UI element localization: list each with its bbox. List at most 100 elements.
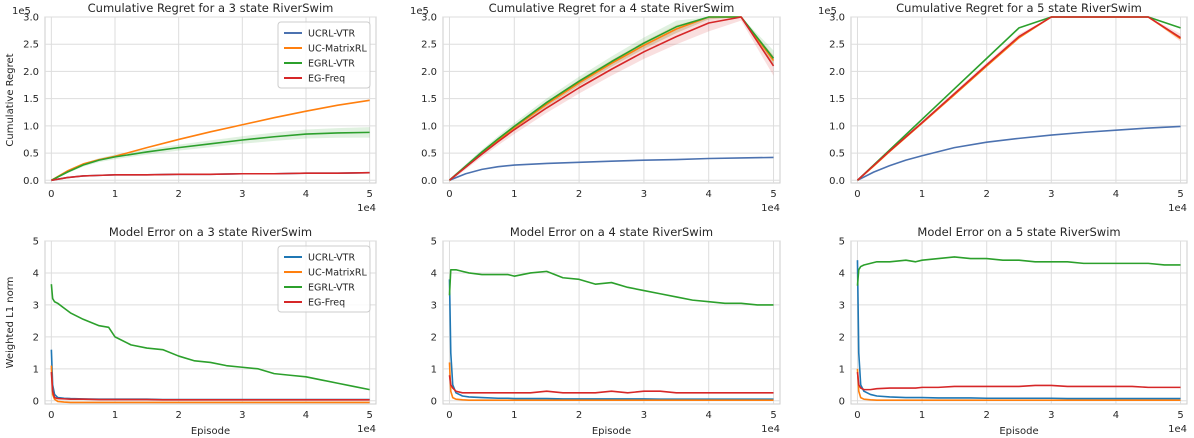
y-tick-label: 4 bbox=[33, 268, 39, 279]
y-multiplier: 1e5 bbox=[410, 6, 429, 17]
y-tick-label: 2 bbox=[431, 332, 437, 343]
legend-label: EGRL-VTR bbox=[308, 59, 355, 70]
x-multiplier: 1e4 bbox=[1168, 424, 1187, 435]
y-axis-label: Cumulative Regret bbox=[5, 53, 16, 146]
x-tick-label: 4 bbox=[1113, 189, 1119, 200]
legend-label: UC-MatrixRL bbox=[308, 44, 368, 55]
y-tick-label: 0 bbox=[839, 396, 845, 407]
subplot-3: 0 1 2 3 4 5 0.0 0.5 1.0 1.5 2.0 2.5 3.0 1e4 1e5 Cumulat… bbox=[818, 1, 1188, 214]
series-line-3 bbox=[448, 268, 774, 306]
x-tick-label: 1 bbox=[511, 410, 517, 421]
series-line-3 bbox=[448, 16, 775, 181]
x-tick-label: 3 bbox=[641, 189, 647, 200]
chart-title: Cumulative Regret for a 5 state RiverSwi… bbox=[896, 1, 1142, 15]
series-line-4 bbox=[856, 16, 1181, 181]
subplot-5: 0 1 2 3 4 5 0 1 2 3 4 5 1e4 Model Error on a 4 state … bbox=[431, 225, 781, 437]
x-tick-label: 2 bbox=[984, 189, 990, 200]
x-tick-label: 5 bbox=[770, 189, 776, 200]
subplot-1: 0 1 2 3 4 5 0.0 0.5 1.0 1.5 2.0 2.5 3.0 1e4 1e5 Cumulat… bbox=[5, 1, 377, 214]
series-line-3 bbox=[51, 131, 370, 181]
x-tick-label: 1 bbox=[919, 410, 925, 421]
x-axis-label: Episode bbox=[592, 426, 631, 437]
x-tick-label: 2 bbox=[576, 410, 582, 421]
chart-title: Model Error on a 3 state RiverSwim bbox=[109, 225, 312, 239]
x-tick-label: 5 bbox=[770, 410, 776, 421]
y-axis-label: Weighted L1 norm bbox=[5, 277, 16, 369]
y-tick-label: 1.0 bbox=[829, 121, 845, 132]
y-tick-label: 3.0 bbox=[829, 13, 845, 24]
chart-title: Model Error on a 4 state RiverSwim bbox=[510, 225, 713, 239]
y-multiplier: 1e5 bbox=[12, 6, 31, 17]
x-multiplier: 1e4 bbox=[761, 424, 780, 435]
x-tick-label: 3 bbox=[1048, 410, 1054, 421]
x-tick-label: 4 bbox=[706, 189, 712, 200]
series-line-4 bbox=[448, 16, 775, 181]
y-tick-label: 1.5 bbox=[23, 94, 39, 105]
y-tick-label: 1 bbox=[33, 364, 39, 375]
y-tick-label: 0.5 bbox=[829, 149, 845, 160]
x-tick-label: 3 bbox=[239, 410, 245, 421]
plot-frame bbox=[442, 240, 781, 405]
x-tick-label: 2 bbox=[576, 189, 582, 200]
series-line-1 bbox=[857, 125, 1181, 181]
x-tick-label: 5 bbox=[1177, 189, 1183, 200]
y-tick-label: 1 bbox=[431, 364, 437, 375]
legend-label: UC-MatrixRL bbox=[308, 268, 368, 279]
legend-label: UCRL-VTR bbox=[308, 253, 355, 264]
series-line-1 bbox=[449, 156, 774, 182]
y-tick-label: 2.0 bbox=[421, 67, 437, 78]
plot-frame bbox=[850, 240, 1188, 405]
x-tick-label: 0 bbox=[48, 410, 54, 421]
legend-label: EG-Freq bbox=[308, 298, 345, 309]
y-tick-label: 5 bbox=[839, 237, 845, 248]
y-tick-label: 2.5 bbox=[829, 40, 845, 51]
x-tick-label: 0 bbox=[446, 410, 452, 421]
y-tick-label: 5 bbox=[431, 237, 437, 248]
x-tick-label: 0 bbox=[854, 189, 860, 200]
y-tick-label: 0.5 bbox=[421, 149, 437, 160]
y-tick-label: 1.5 bbox=[421, 94, 437, 105]
y-tick-label: 3.0 bbox=[421, 13, 437, 24]
y-tick-label: 2.5 bbox=[421, 40, 437, 51]
y-tick-label: 2 bbox=[839, 332, 845, 343]
y-tick-label: 3 bbox=[33, 300, 39, 311]
y-tick-label: 2.0 bbox=[23, 67, 39, 78]
y-tick-label: 0.0 bbox=[829, 176, 845, 187]
x-tick-label: 5 bbox=[366, 410, 372, 421]
x-tick-label: 1 bbox=[112, 410, 118, 421]
series-line-1 bbox=[856, 260, 1181, 400]
x-multiplier: 1e4 bbox=[1168, 203, 1187, 214]
series-line-2 bbox=[50, 99, 370, 181]
series-line-4 bbox=[448, 375, 774, 394]
series-line-3 bbox=[856, 256, 1181, 286]
legend-label: UCRL-VTR bbox=[308, 29, 355, 40]
y-tick-label: 1.0 bbox=[421, 121, 437, 132]
x-tick-label: 1 bbox=[511, 189, 517, 200]
x-tick-label: 0 bbox=[446, 189, 452, 200]
series-line-1 bbox=[448, 279, 774, 401]
x-tick-label: 4 bbox=[1113, 410, 1119, 421]
x-multiplier: 1e4 bbox=[761, 203, 780, 214]
x-tick-label: 3 bbox=[1048, 189, 1054, 200]
x-tick-label: 2 bbox=[175, 410, 181, 421]
legend-label: EG-Freq bbox=[308, 74, 345, 85]
x-axis-label: Episode bbox=[191, 426, 230, 437]
series-line-4 bbox=[51, 171, 370, 182]
legend: UCRL-VTR UC-MatrixRL EGRL-VTR EG-Freq bbox=[277, 245, 371, 313]
chart-title: Cumulative Regret for a 4 state RiverSwi… bbox=[489, 1, 735, 15]
y-tick-label: 2.0 bbox=[829, 67, 845, 78]
x-tick-label: 2 bbox=[175, 189, 181, 200]
y-multiplier: 1e5 bbox=[818, 6, 837, 17]
x-tick-label: 1 bbox=[919, 189, 925, 200]
y-tick-label: 1 bbox=[839, 364, 845, 375]
y-tick-label: 0.0 bbox=[421, 176, 437, 187]
chart-title: Model Error on a 5 state RiverSwim bbox=[917, 225, 1120, 239]
x-tick-label: 1 bbox=[112, 189, 118, 200]
series-line-2 bbox=[448, 362, 774, 401]
plot-frame bbox=[850, 16, 1188, 184]
y-tick-label: 0.5 bbox=[23, 149, 39, 160]
series-line-4 bbox=[50, 371, 370, 401]
x-tick-label: 4 bbox=[706, 410, 712, 421]
x-tick-label: 5 bbox=[366, 189, 372, 200]
x-tick-label: 2 bbox=[984, 410, 990, 421]
